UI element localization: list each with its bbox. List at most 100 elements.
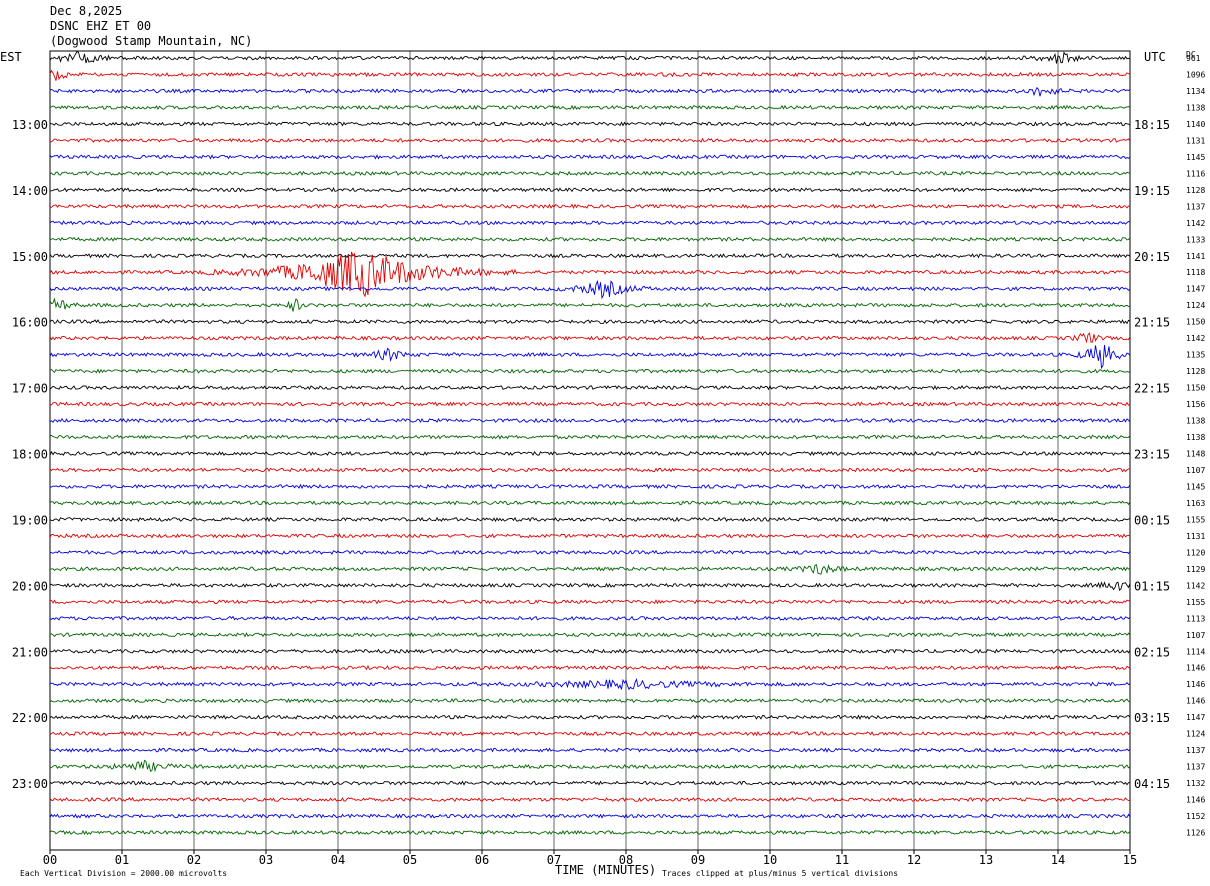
right-hour-label: 01:15 — [1134, 579, 1170, 593]
left-hour-label: 16:00 — [12, 316, 48, 330]
dc-offset-label: 1116 — [1186, 169, 1205, 178]
station-code: DSNC EHZ ET 00 — [50, 19, 152, 33]
seismic-trace — [49, 332, 1131, 344]
seismic-trace — [49, 417, 1131, 424]
right-hour-label: 21:15 — [1134, 316, 1170, 330]
scale-note: Each Vertical Division = 2000.00 microvo… — [20, 869, 228, 878]
left-hour-label: 23:00 — [12, 777, 48, 791]
dc-offset-label: 1137 — [1186, 202, 1205, 211]
seismic-trace — [49, 632, 1131, 638]
dc-offset-label: 1134 — [1186, 87, 1205, 96]
right-hour-label: 19:15 — [1134, 184, 1170, 198]
dc-offset-label: 1114 — [1186, 647, 1205, 656]
seismic-trace — [49, 664, 1131, 671]
dc-offset-label: 961 — [1186, 54, 1201, 63]
dc-offset-label: 1142 — [1186, 334, 1205, 343]
dc-offset-label: 1131 — [1186, 532, 1205, 541]
seismic-trace — [49, 297, 1131, 312]
dc-offset-label: 1150 — [1186, 384, 1205, 393]
dc-offset-label: 1128 — [1186, 186, 1205, 195]
dc-offset-label: 1137 — [1186, 746, 1205, 755]
dc-offset-label: 1107 — [1186, 631, 1205, 640]
left-hour-label: 18:00 — [12, 448, 48, 462]
x-tick-label: 13 — [979, 853, 993, 867]
seismic-trace — [49, 450, 1131, 457]
dc-offset-label: 1146 — [1186, 680, 1205, 689]
dc-offset-label: 1131 — [1186, 136, 1205, 145]
right-hour-label: 03:15 — [1134, 711, 1170, 725]
left-hour-label: 13:00 — [12, 118, 48, 132]
seismic-trace — [49, 797, 1131, 803]
dc-offset-label: 1142 — [1186, 581, 1205, 590]
dc-offset-label: 1133 — [1186, 235, 1205, 244]
clip-note: Traces clipped at plus/minus 5 vertical … — [662, 869, 899, 878]
dc-offset-label: 1132 — [1186, 779, 1205, 788]
seismic-trace — [49, 51, 1131, 64]
seismic-trace — [49, 549, 1131, 555]
left-timezone-label: EST — [0, 50, 22, 64]
seismic-trace — [49, 516, 1131, 523]
right-hour-label: 20:15 — [1134, 250, 1170, 264]
left-hour-label: 21:00 — [12, 645, 48, 659]
x-tick-label: 07 — [547, 853, 561, 867]
x-tick-label: 02 — [187, 853, 201, 867]
x-tick-label: 05 — [403, 853, 417, 867]
seismic-trace — [49, 69, 1131, 81]
x-tick-label: 12 — [907, 853, 921, 867]
dc-offset-label: 1140 — [1186, 120, 1205, 129]
seismic-trace — [49, 434, 1131, 440]
seismic-trace — [49, 731, 1131, 737]
right-hour-label: 04:15 — [1134, 777, 1170, 791]
x-axis-title: TIME (MINUTES) — [555, 863, 657, 877]
left-hour-label: 19:00 — [12, 513, 48, 527]
seismic-trace — [49, 401, 1131, 407]
left-hour-label: 17:00 — [12, 382, 48, 396]
seismic-trace — [49, 384, 1131, 391]
dc-offset-label: 1150 — [1186, 318, 1205, 327]
dc-offset-label: 1124 — [1186, 301, 1205, 310]
seismic-trace — [49, 319, 1131, 325]
x-tick-label: 03 — [259, 853, 273, 867]
x-tick-label: 06 — [475, 853, 489, 867]
dc-offset-label: 1142 — [1186, 219, 1205, 228]
dc-offset-label: 1145 — [1186, 482, 1205, 491]
x-tick-label: 15 — [1123, 853, 1137, 867]
seismic-trace — [49, 599, 1131, 605]
dc-offset-label: 1113 — [1186, 614, 1205, 623]
seismic-trace — [49, 203, 1131, 210]
dc-offset-label: 1096 — [1186, 70, 1205, 79]
dc-offset-label: 1146 — [1186, 796, 1205, 805]
seismic-trace — [49, 236, 1131, 243]
dc-offset-label: 1155 — [1186, 515, 1205, 524]
seismic-trace — [49, 467, 1130, 473]
seismic-trace — [49, 368, 1131, 374]
seismic-trace — [49, 564, 1131, 575]
seismic-trace — [49, 813, 1131, 819]
seismic-trace — [49, 154, 1131, 160]
seismic-trace — [49, 344, 1131, 370]
x-tick-label: 14 — [1051, 853, 1065, 867]
dc-offset-label: 1146 — [1186, 664, 1205, 673]
x-tick-label: 01 — [115, 853, 129, 867]
seismic-trace — [49, 678, 1131, 691]
dc-offset-label: 1147 — [1186, 285, 1205, 294]
dc-offset-label: 1138 — [1186, 103, 1205, 112]
seismic-trace — [49, 187, 1131, 193]
x-tick-label: 11 — [835, 853, 849, 867]
dc-offset-label: 1126 — [1186, 829, 1205, 838]
left-hour-label: 22:00 — [12, 711, 48, 725]
seismic-trace — [49, 170, 1131, 176]
dc-offset-label: 1147 — [1186, 713, 1205, 722]
seismic-trace — [49, 86, 1131, 97]
seismic-trace — [49, 648, 1131, 654]
seismic-trace — [49, 220, 1131, 226]
x-tick-label: 08 — [619, 853, 633, 867]
dc-offset-label: 1152 — [1186, 812, 1205, 821]
dc-offset-label: 1138 — [1186, 417, 1205, 426]
dc-offset-label: 1138 — [1186, 433, 1205, 442]
dc-offset-label: 1163 — [1186, 499, 1205, 508]
dc-offset-label: 1141 — [1186, 252, 1205, 261]
right-hour-label: 22:15 — [1134, 382, 1170, 396]
dc-offset-label: 1120 — [1186, 548, 1205, 557]
